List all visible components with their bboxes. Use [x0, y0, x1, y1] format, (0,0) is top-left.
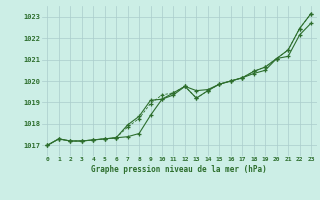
X-axis label: Graphe pression niveau de la mer (hPa): Graphe pression niveau de la mer (hPa): [91, 165, 267, 174]
